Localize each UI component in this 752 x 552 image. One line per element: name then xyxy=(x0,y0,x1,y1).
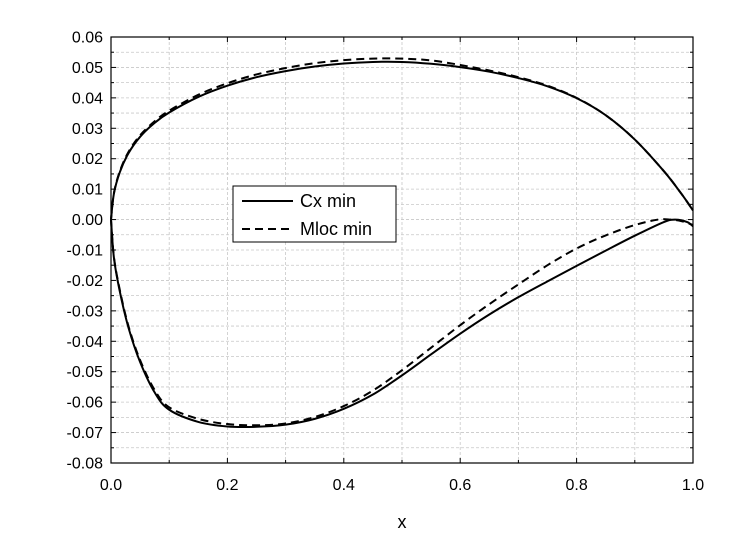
x-tick-label: 0.4 xyxy=(333,477,355,494)
series-line-cx-min-upper xyxy=(110,60,694,220)
y-tick-label: 0.06 xyxy=(72,30,103,47)
y-tick-label: -0.05 xyxy=(67,364,104,381)
y-tick-label: 0.00 xyxy=(72,212,103,229)
y-tick-label: -0.04 xyxy=(67,334,104,351)
y-tick-label: -0.02 xyxy=(67,273,104,290)
y-tick-label: 0.04 xyxy=(72,90,103,107)
y-tick-label: 0.02 xyxy=(72,151,103,168)
x-tick-labels: 0.0 0.2 0.4 0.6 0.8 1.0 xyxy=(100,477,704,494)
y-tick-labels: 0.06 0.05 0.04 0.03 0.02 0.01 0.00 -0.01 -0.02 -0… xyxy=(67,30,104,473)
series-layer xyxy=(110,57,694,429)
legend: Cx min Mloc min xyxy=(232,185,397,243)
y-tick-label: -0.01 xyxy=(67,243,104,260)
legend-box xyxy=(232,185,397,243)
legend-label-cx-min: Cx min xyxy=(300,191,356,211)
y-tick-label: -0.03 xyxy=(67,303,104,320)
series-line-mloc-min-lower xyxy=(110,218,694,427)
y-tick-label: 0.01 xyxy=(72,182,103,199)
x-tick-label: 0.2 xyxy=(216,477,238,494)
legend-label-mloc-min: Mloc min xyxy=(300,219,372,239)
x-tick-label: 0.8 xyxy=(565,477,587,494)
axis-ticks xyxy=(110,36,694,464)
y-tick-label: -0.07 xyxy=(67,425,104,442)
x-axis-title: x xyxy=(398,512,407,532)
series-line-mloc-min-upper xyxy=(110,57,694,220)
x-tick-label: 0.0 xyxy=(100,477,122,494)
y-tick-label: -0.06 xyxy=(67,395,104,412)
x-tick-label: 1.0 xyxy=(682,477,704,494)
x-tick-label: 0.6 xyxy=(449,477,471,494)
y-tick-label: 0.03 xyxy=(72,121,103,138)
grid xyxy=(111,37,693,463)
y-tick-label: -0.08 xyxy=(67,456,104,473)
y-tick-label: 0.05 xyxy=(72,60,103,77)
